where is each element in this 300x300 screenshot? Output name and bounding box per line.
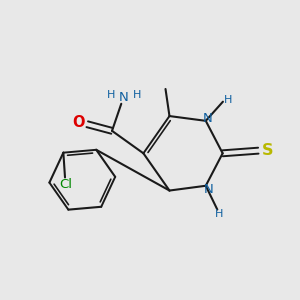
Text: S: S: [262, 143, 273, 158]
Text: H: H: [107, 89, 116, 100]
Text: Cl: Cl: [59, 178, 72, 191]
Text: N: N: [204, 183, 214, 196]
Text: H: H: [224, 95, 232, 105]
Text: N: N: [119, 91, 129, 104]
Text: O: O: [73, 115, 85, 130]
Text: H: H: [215, 208, 223, 218]
Text: N: N: [202, 112, 212, 125]
Text: H: H: [133, 89, 141, 100]
